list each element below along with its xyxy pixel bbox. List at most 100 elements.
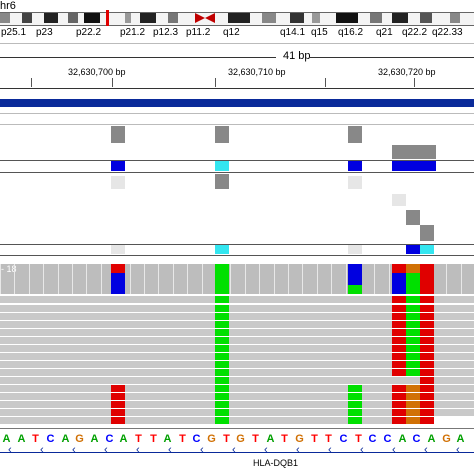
coverage-column-separator bbox=[346, 264, 347, 294]
coverage-column-separator bbox=[317, 264, 318, 294]
read[interactable] bbox=[0, 393, 474, 400]
band-label: q16.2 bbox=[338, 27, 364, 38]
gene-name[interactable]: HLA-DQB1 bbox=[253, 458, 299, 468]
ideogram-band bbox=[336, 13, 358, 23]
coverage-allele-C bbox=[348, 264, 362, 285]
genotype-cell-blue[interactable] bbox=[392, 161, 436, 171]
genotype-cell-light[interactable] bbox=[348, 245, 362, 254]
read[interactable] bbox=[0, 361, 474, 368]
coverage-column-separator bbox=[144, 264, 145, 294]
band-label: q12 bbox=[223, 27, 240, 38]
read-mismatch bbox=[392, 305, 406, 312]
genotype-cell-cyan[interactable] bbox=[420, 245, 434, 254]
variant-marker[interactable] bbox=[215, 126, 229, 143]
ideogram-band bbox=[140, 13, 156, 23]
genotype-cell-light[interactable] bbox=[348, 176, 362, 189]
read[interactable] bbox=[0, 337, 474, 344]
read-mismatch bbox=[392, 329, 406, 336]
sequence-base: C bbox=[105, 433, 114, 445]
read-mismatch bbox=[406, 401, 420, 408]
strand-arrow-icon: ‹ bbox=[72, 444, 76, 456]
gene-line[interactable] bbox=[0, 452, 474, 453]
feature-track[interactable] bbox=[0, 99, 474, 107]
read[interactable] bbox=[0, 385, 474, 392]
read-mismatch bbox=[215, 385, 229, 392]
genotype-cell-gray[interactable] bbox=[406, 210, 420, 225]
strand-arrow-icon: ‹ bbox=[104, 444, 108, 456]
sequence-base: A bbox=[398, 433, 407, 445]
genotype-cell-blue[interactable] bbox=[111, 161, 125, 171]
read[interactable] bbox=[0, 345, 474, 352]
coverage-column-separator bbox=[245, 264, 246, 294]
sequence-base: T bbox=[325, 433, 332, 445]
coverage-column-separator bbox=[86, 264, 87, 294]
read-mismatch bbox=[392, 361, 406, 368]
genotype-cell-light[interactable] bbox=[111, 245, 125, 254]
read[interactable] bbox=[0, 296, 474, 303]
strand-arrow-icon: ‹ bbox=[296, 444, 300, 456]
read-mismatch bbox=[420, 337, 434, 344]
coverage-column-separator bbox=[230, 264, 231, 294]
read[interactable] bbox=[0, 313, 474, 320]
read[interactable] bbox=[0, 369, 474, 376]
genotype-cell-light[interactable] bbox=[392, 194, 406, 206]
read-mismatch bbox=[420, 345, 434, 352]
read-mismatch bbox=[215, 329, 229, 336]
read[interactable] bbox=[0, 401, 474, 408]
read-mismatch bbox=[215, 313, 229, 320]
variant-marker[interactable] bbox=[348, 126, 362, 143]
genotype-cell-blue[interactable] bbox=[348, 161, 362, 171]
read-mismatch bbox=[111, 409, 125, 416]
divider bbox=[0, 244, 474, 245]
band-label: p12.3 bbox=[153, 27, 179, 38]
read[interactable] bbox=[0, 305, 474, 312]
read-mismatch bbox=[420, 401, 434, 408]
genotype-cell-cyan[interactable] bbox=[215, 161, 229, 171]
read-mismatch bbox=[406, 321, 420, 328]
read-mismatch bbox=[420, 321, 434, 328]
read-mismatch bbox=[406, 393, 420, 400]
coverage-column-separator bbox=[288, 264, 289, 294]
coverage-column-separator bbox=[130, 264, 131, 294]
sequence-base: G bbox=[207, 433, 216, 445]
genotype-cell-gray[interactable] bbox=[215, 174, 229, 189]
read[interactable] bbox=[0, 409, 474, 416]
genotype-cell-light[interactable] bbox=[111, 176, 125, 189]
coverage-allele-C bbox=[392, 273, 406, 294]
read[interactable] bbox=[0, 329, 474, 336]
genotype-cell-blue[interactable] bbox=[406, 245, 420, 254]
coverage-column-separator bbox=[302, 264, 303, 294]
sequence-base: A bbox=[456, 433, 465, 445]
read-mismatch bbox=[215, 417, 229, 424]
read-mismatch bbox=[420, 353, 434, 360]
coverage-column-separator bbox=[101, 264, 102, 294]
genotype-cell-cyan[interactable] bbox=[215, 245, 229, 254]
variant-marker[interactable] bbox=[111, 126, 125, 143]
read[interactable] bbox=[0, 353, 474, 360]
coverage-column-separator bbox=[43, 264, 44, 294]
ruler-position-label: 32,630,700 bp bbox=[68, 67, 126, 77]
variant-marker[interactable] bbox=[392, 145, 436, 159]
read-mismatch bbox=[420, 361, 434, 368]
read-mismatch bbox=[348, 417, 362, 424]
read[interactable] bbox=[0, 321, 474, 328]
ideogram-band bbox=[0, 13, 10, 23]
strand-arrow-icon: ‹ bbox=[360, 444, 364, 456]
strand-arrow-icon: ‹ bbox=[40, 444, 44, 456]
read[interactable] bbox=[0, 377, 474, 384]
read-mismatch bbox=[348, 409, 362, 416]
ideogram-current-region bbox=[106, 10, 109, 26]
band-label: p23 bbox=[36, 27, 53, 38]
coverage-allele-A bbox=[406, 273, 420, 294]
ruler-tick bbox=[325, 78, 326, 87]
sequence-base: T bbox=[150, 433, 157, 445]
sequence-base: T bbox=[179, 433, 186, 445]
read-mismatch bbox=[392, 393, 406, 400]
sequence-base: T bbox=[311, 433, 318, 445]
read-mismatch bbox=[406, 345, 420, 352]
divider bbox=[0, 172, 474, 173]
ruler-baseline bbox=[0, 88, 474, 89]
genotype-cell-gray[interactable] bbox=[420, 225, 434, 241]
read[interactable] bbox=[0, 417, 420, 424]
band-label: p11.2 bbox=[186, 27, 211, 38]
